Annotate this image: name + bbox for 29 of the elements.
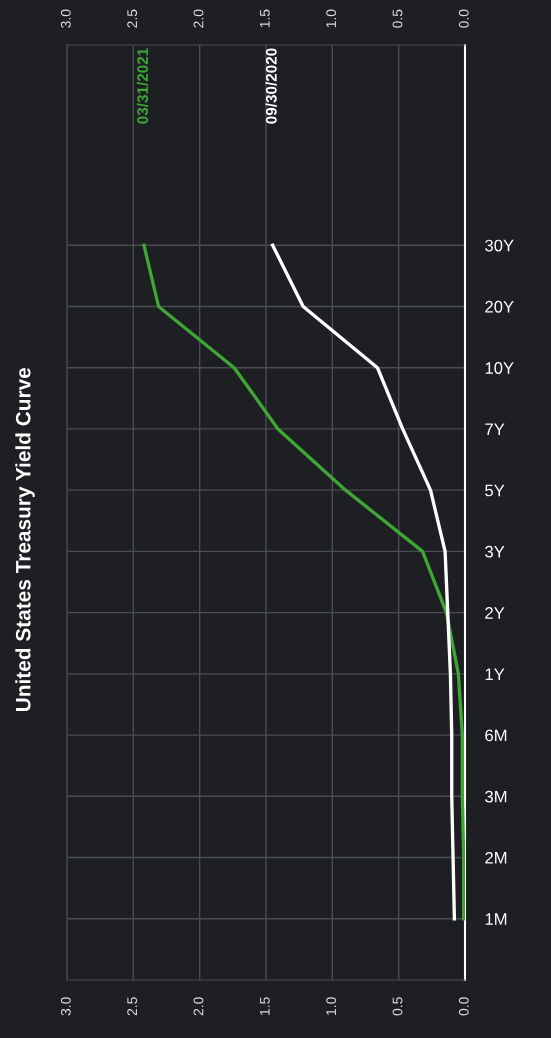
x-tick-label: 2.0 (193, 997, 204, 1016)
text: 09/30/2020 (265, 48, 277, 124)
y-tick-label: 2Y (485, 607, 505, 619)
y-tick-label: 1M (485, 913, 507, 925)
text: 0.0 (458, 9, 469, 28)
text: 2.5 (127, 9, 138, 28)
y-tick-label: 5Y (485, 484, 505, 497)
x-tick-label: 0.5 (392, 997, 403, 1016)
text: United States Treasury Yield Curve (15, 367, 35, 712)
y-tick-label: 6M (485, 729, 507, 742)
y-tick-label: 3M (485, 790, 507, 803)
text: 2.0 (193, 9, 204, 28)
y-tick-label: 3Y (485, 545, 505, 558)
y-tick-label: 7Y (485, 423, 505, 435)
x-tick-label: 3.0 (60, 997, 71, 1016)
x-tick-label: 1.5 (260, 997, 270, 1015)
text: 1.5 (260, 9, 270, 28)
y-tick-label: 1Y (485, 668, 505, 680)
text: 1.0 (326, 9, 337, 28)
text: 03/31/2021 (136, 48, 149, 124)
x-tick-label: 1.0 (326, 997, 337, 1015)
x-tick-label: 0.0 (458, 997, 469, 1016)
y-tick-label: 30Y (485, 239, 514, 252)
y-tick-label: 20Y (485, 300, 514, 313)
y-tick-label: 10Y (485, 362, 514, 374)
x-tick-label: 2.5 (127, 997, 138, 1016)
y-tick-label: 2M (485, 851, 507, 864)
text: 3.0 (60, 9, 71, 28)
text: 0.5 (392, 9, 403, 28)
